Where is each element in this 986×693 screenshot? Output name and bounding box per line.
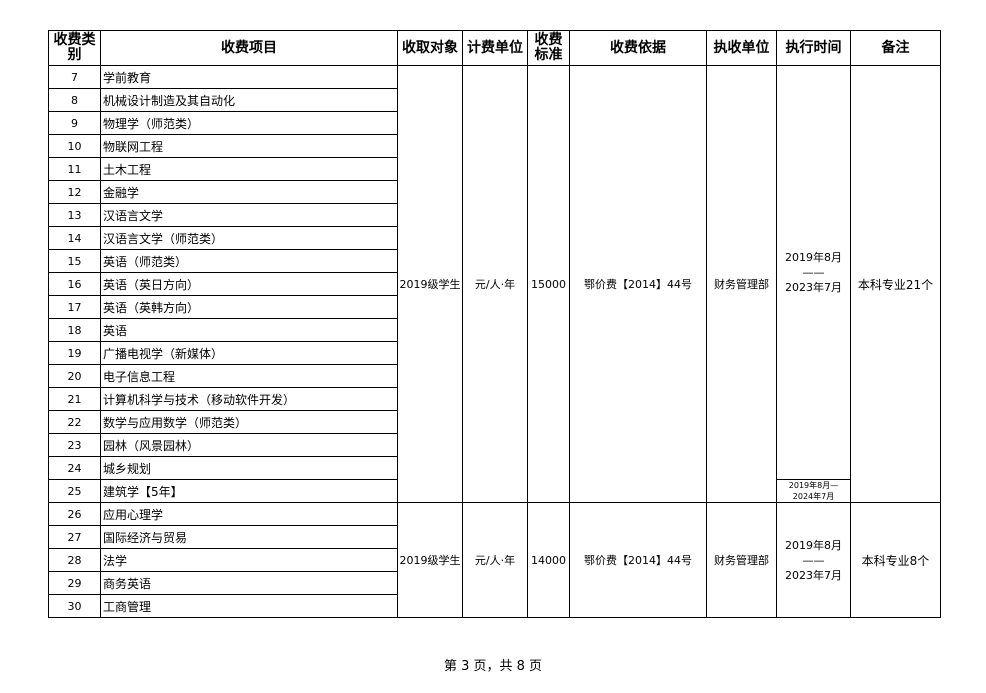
table-row: 7 学前教育 2019级学生 元/人·年 15000 鄂价费【2014】44号 财务管理部 2…	[48, 65, 941, 503]
row-number: 29	[48, 571, 101, 595]
fee-item-name: 汉语言文学	[100, 203, 398, 227]
table-row: 26 应用心理学 2019级学生 元/人·年 14000 鄂价费【2014】44号 财务管理…	[48, 502, 941, 618]
fee-item-name: 物理学（师范类）	[100, 111, 398, 135]
time-line: ——	[802, 553, 825, 567]
fee-basis: 鄂价费【2014】44号	[569, 502, 707, 618]
time-line: 2019年8月	[785, 251, 842, 264]
time-line: ——	[802, 266, 825, 279]
remark: 本科专业21个	[850, 65, 941, 503]
execution-time-alt: 2019年8月— 2024年7月	[776, 479, 851, 503]
fee-item-name: 英语（师范类）	[100, 249, 398, 273]
time-line: 2023年7月	[785, 568, 842, 582]
fee-unit: 元/人·年	[462, 502, 528, 618]
fee-item-name: 学前教育	[100, 65, 398, 89]
time-line: 2019年8月	[785, 538, 842, 552]
row-number: 25	[48, 479, 101, 503]
fee-item-name: 工商管理	[100, 594, 398, 618]
fee-standard: 14000	[527, 502, 570, 618]
row-number: 12	[48, 180, 101, 204]
fee-item-name: 英语	[100, 318, 398, 342]
header-note: 备注	[850, 30, 941, 66]
fee-item-name: 土木工程	[100, 157, 398, 181]
fee-item-name: 数学与应用数学（师范类）	[100, 410, 398, 434]
fee-item-name: 计算机科学与技术（移动软件开发）	[100, 387, 398, 411]
execution-time: 2019年8月 —— 2023年7月	[776, 502, 851, 618]
header-target: 收取对象	[397, 30, 463, 66]
header-item: 收费项目	[100, 30, 398, 66]
fee-item-name: 城乡规划	[100, 456, 398, 480]
fee-standard: 15000	[527, 65, 570, 503]
row-number: 15	[48, 249, 101, 273]
header-unit: 计费单位	[462, 30, 528, 66]
row-number: 18	[48, 318, 101, 342]
table-row: 25 建筑学【5年】 2019年8月— 2024年7月	[48, 479, 941, 503]
table-row: 27 国际经济与贸易	[48, 525, 941, 549]
fee-item-name: 建筑学【5年】	[100, 479, 398, 503]
table-row: 30 工商管理	[48, 594, 941, 618]
fee-table: 收费类别 收费项目 收取对象 计费单位 收费标准 收费依据 执收单位 执行时间 备注 7 学前教育…	[48, 30, 941, 618]
fee-item-name: 机械设计制造及其自动化	[100, 88, 398, 112]
row-number: 26	[48, 502, 101, 526]
row-number: 24	[48, 456, 101, 480]
row-number: 13	[48, 203, 101, 227]
row-number: 27	[48, 525, 101, 549]
fee-item-name: 商务英语	[100, 571, 398, 595]
page-footer: 第 3 页，共 8 页	[443, 659, 543, 674]
fee-item-name: 园林（风景园林）	[100, 433, 398, 457]
table-row: 19 广播电视学（新媒体）	[48, 341, 941, 365]
header-basis: 收费依据	[569, 30, 707, 66]
fee-item-name: 电子信息工程	[100, 364, 398, 388]
row-number: 16	[48, 272, 101, 296]
table-row: 9 物理学（师范类）	[48, 111, 941, 135]
row-number: 23	[48, 433, 101, 457]
row-number: 30	[48, 594, 101, 618]
table-row: 18 英语	[48, 318, 941, 342]
fee-collector: 财务管理部	[706, 65, 777, 503]
row-number: 28	[48, 548, 101, 572]
table-row: 22 数学与应用数学（师范类）	[48, 410, 941, 434]
fee-collector: 财务管理部	[706, 502, 777, 618]
header-standard: 收费标准	[527, 30, 570, 66]
table-row: 11 土木工程	[48, 157, 941, 181]
fee-item-name: 金融学	[100, 180, 398, 204]
row-number: 8	[48, 88, 101, 112]
row-number: 19	[48, 341, 101, 365]
time-line: 2023年7月	[785, 281, 842, 294]
header-collector: 执收单位	[706, 30, 777, 66]
fee-unit: 元/人·年	[462, 65, 528, 503]
row-number: 11	[48, 157, 101, 181]
row-number: 22	[48, 410, 101, 434]
fee-item-name: 法学	[100, 548, 398, 572]
table-row: 16 英语（英日方向）	[48, 272, 941, 296]
fee-target: 2019级学生	[397, 502, 463, 618]
table-row: 29 商务英语	[48, 571, 941, 595]
fee-target: 2019级学生	[397, 65, 463, 503]
row-number: 10	[48, 134, 101, 158]
row-number: 9	[48, 111, 101, 135]
row-number: 7	[48, 65, 101, 89]
table-row: 28 法学	[48, 548, 941, 572]
fee-item-name: 广播电视学（新媒体）	[100, 341, 398, 365]
table-row: 10 物联网工程	[48, 134, 941, 158]
header-category: 收费类别	[48, 30, 101, 66]
fee-item-name: 物联网工程	[100, 134, 398, 158]
fee-basis: 鄂价费【2014】44号	[569, 65, 707, 503]
fee-item-name: 英语（英韩方向）	[100, 295, 398, 319]
header-time: 执行时间	[776, 30, 851, 66]
row-number: 17	[48, 295, 101, 319]
fee-item-name: 英语（英日方向）	[100, 272, 398, 296]
row-number: 14	[48, 226, 101, 250]
row-number: 20	[48, 364, 101, 388]
fee-item-name: 应用心理学	[100, 502, 398, 526]
time-line: 2024年7月	[792, 492, 835, 501]
fee-item-name: 国际经济与贸易	[100, 525, 398, 549]
remark: 本科专业8个	[850, 502, 941, 618]
execution-time: 2019年8月 —— 2023年7月	[776, 65, 851, 480]
table-row: 21 计算机科学与技术（移动软件开发）	[48, 387, 941, 411]
row-number: 21	[48, 387, 101, 411]
time-line: 2019年8月—	[788, 481, 839, 490]
fee-item-name: 汉语言文学（师范类）	[100, 226, 398, 250]
table-row: 24 城乡规划	[48, 456, 941, 480]
